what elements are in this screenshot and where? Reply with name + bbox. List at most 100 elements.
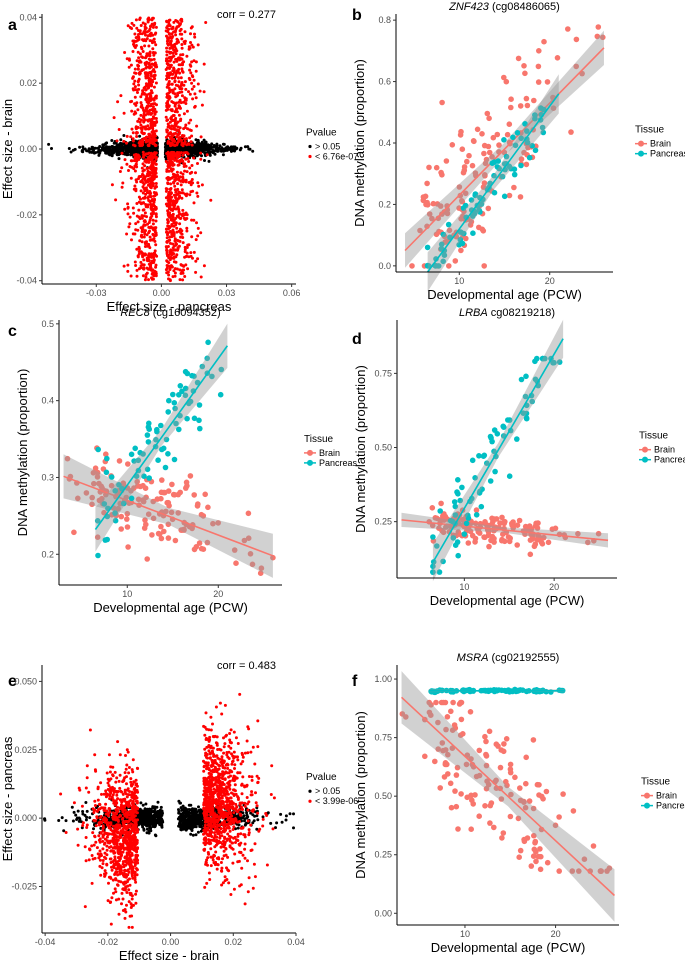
data-point (150, 134, 154, 138)
data-point (144, 127, 148, 131)
data-point (170, 195, 174, 199)
data-point (165, 409, 171, 415)
data-point (486, 543, 492, 550)
data-point (153, 197, 156, 201)
data-point (183, 146, 187, 150)
data-point (137, 56, 141, 60)
data-point (143, 44, 147, 48)
data-point (139, 24, 143, 27)
data-point (181, 153, 185, 157)
series-brain (63, 445, 276, 578)
data-point (130, 109, 134, 113)
data-point (180, 69, 184, 73)
data-point (500, 519, 507, 526)
data-point (148, 218, 152, 222)
data-point (153, 239, 157, 243)
data-point (174, 221, 178, 225)
data-point (167, 76, 171, 80)
data-point (197, 144, 201, 148)
legend-entry: Pancreas (304, 458, 358, 468)
data-point (133, 79, 137, 83)
data-point (174, 255, 178, 259)
data-point (191, 181, 195, 185)
data-point (150, 272, 154, 276)
data-point (145, 215, 148, 219)
data-point (146, 179, 150, 182)
data-point (130, 149, 134, 153)
data-point (150, 268, 154, 272)
data-point (146, 119, 150, 123)
data-point (180, 57, 184, 61)
data-point (485, 205, 492, 212)
data-point (159, 805, 163, 809)
data-point (171, 456, 178, 463)
data-point (523, 373, 529, 380)
data-point (101, 146, 105, 150)
data-point (169, 42, 173, 46)
data-point (284, 818, 288, 822)
data-point (143, 220, 147, 224)
data-point (188, 68, 192, 72)
data-point (126, 269, 130, 273)
data-point (147, 183, 151, 187)
data-point (210, 142, 214, 146)
data-point (137, 87, 141, 91)
data-point (514, 542, 520, 548)
data-point (449, 142, 456, 148)
data-point (544, 79, 551, 85)
data-point (177, 489, 183, 496)
data-point (98, 145, 102, 148)
data-point (179, 263, 183, 267)
data-point (194, 270, 198, 274)
data-point (164, 147, 168, 151)
data-point (135, 26, 139, 30)
data-point (179, 235, 182, 239)
data-point (146, 203, 150, 207)
data-point (202, 146, 206, 150)
data-point (178, 146, 182, 149)
data-point (141, 208, 145, 212)
data-point (187, 142, 191, 146)
data-point (135, 131, 139, 135)
data-point (104, 146, 108, 150)
data-point (514, 436, 520, 442)
data-point (173, 239, 177, 243)
data-point (193, 92, 197, 96)
data-point (181, 241, 185, 245)
data-point (534, 355, 540, 362)
y-tick-label: -0.04 (16, 276, 37, 286)
data-point (168, 126, 172, 130)
data-point (494, 131, 501, 138)
data-point (139, 801, 143, 805)
data-point (88, 150, 92, 154)
data-point (167, 205, 171, 209)
data-point (151, 218, 155, 222)
data-point (135, 147, 139, 151)
x-tick-label: 0.06 (283, 288, 301, 298)
data-point (487, 433, 494, 440)
data-point (164, 115, 168, 119)
data-point (554, 55, 561, 61)
data-point (153, 226, 156, 230)
data-point (117, 128, 121, 131)
data-point (170, 82, 174, 86)
data-point (179, 272, 183, 275)
data-point (159, 477, 165, 483)
data-point (478, 503, 485, 510)
legend-key-marker (308, 144, 312, 149)
data-point (131, 50, 135, 53)
chart-title: REC8 (cg16094352) (120, 307, 220, 319)
data-point (145, 271, 149, 275)
data-point (146, 196, 150, 200)
data-point (173, 123, 177, 127)
x-axis-label: Developmental age (PCW) (93, 600, 248, 615)
data-point (199, 135, 203, 139)
data-point (128, 165, 132, 168)
data-point (182, 264, 186, 268)
data-point (104, 536, 110, 543)
data-point (179, 183, 183, 187)
y-tick-label: 0.6 (378, 77, 391, 87)
data-point (501, 538, 508, 545)
data-point (129, 159, 133, 163)
